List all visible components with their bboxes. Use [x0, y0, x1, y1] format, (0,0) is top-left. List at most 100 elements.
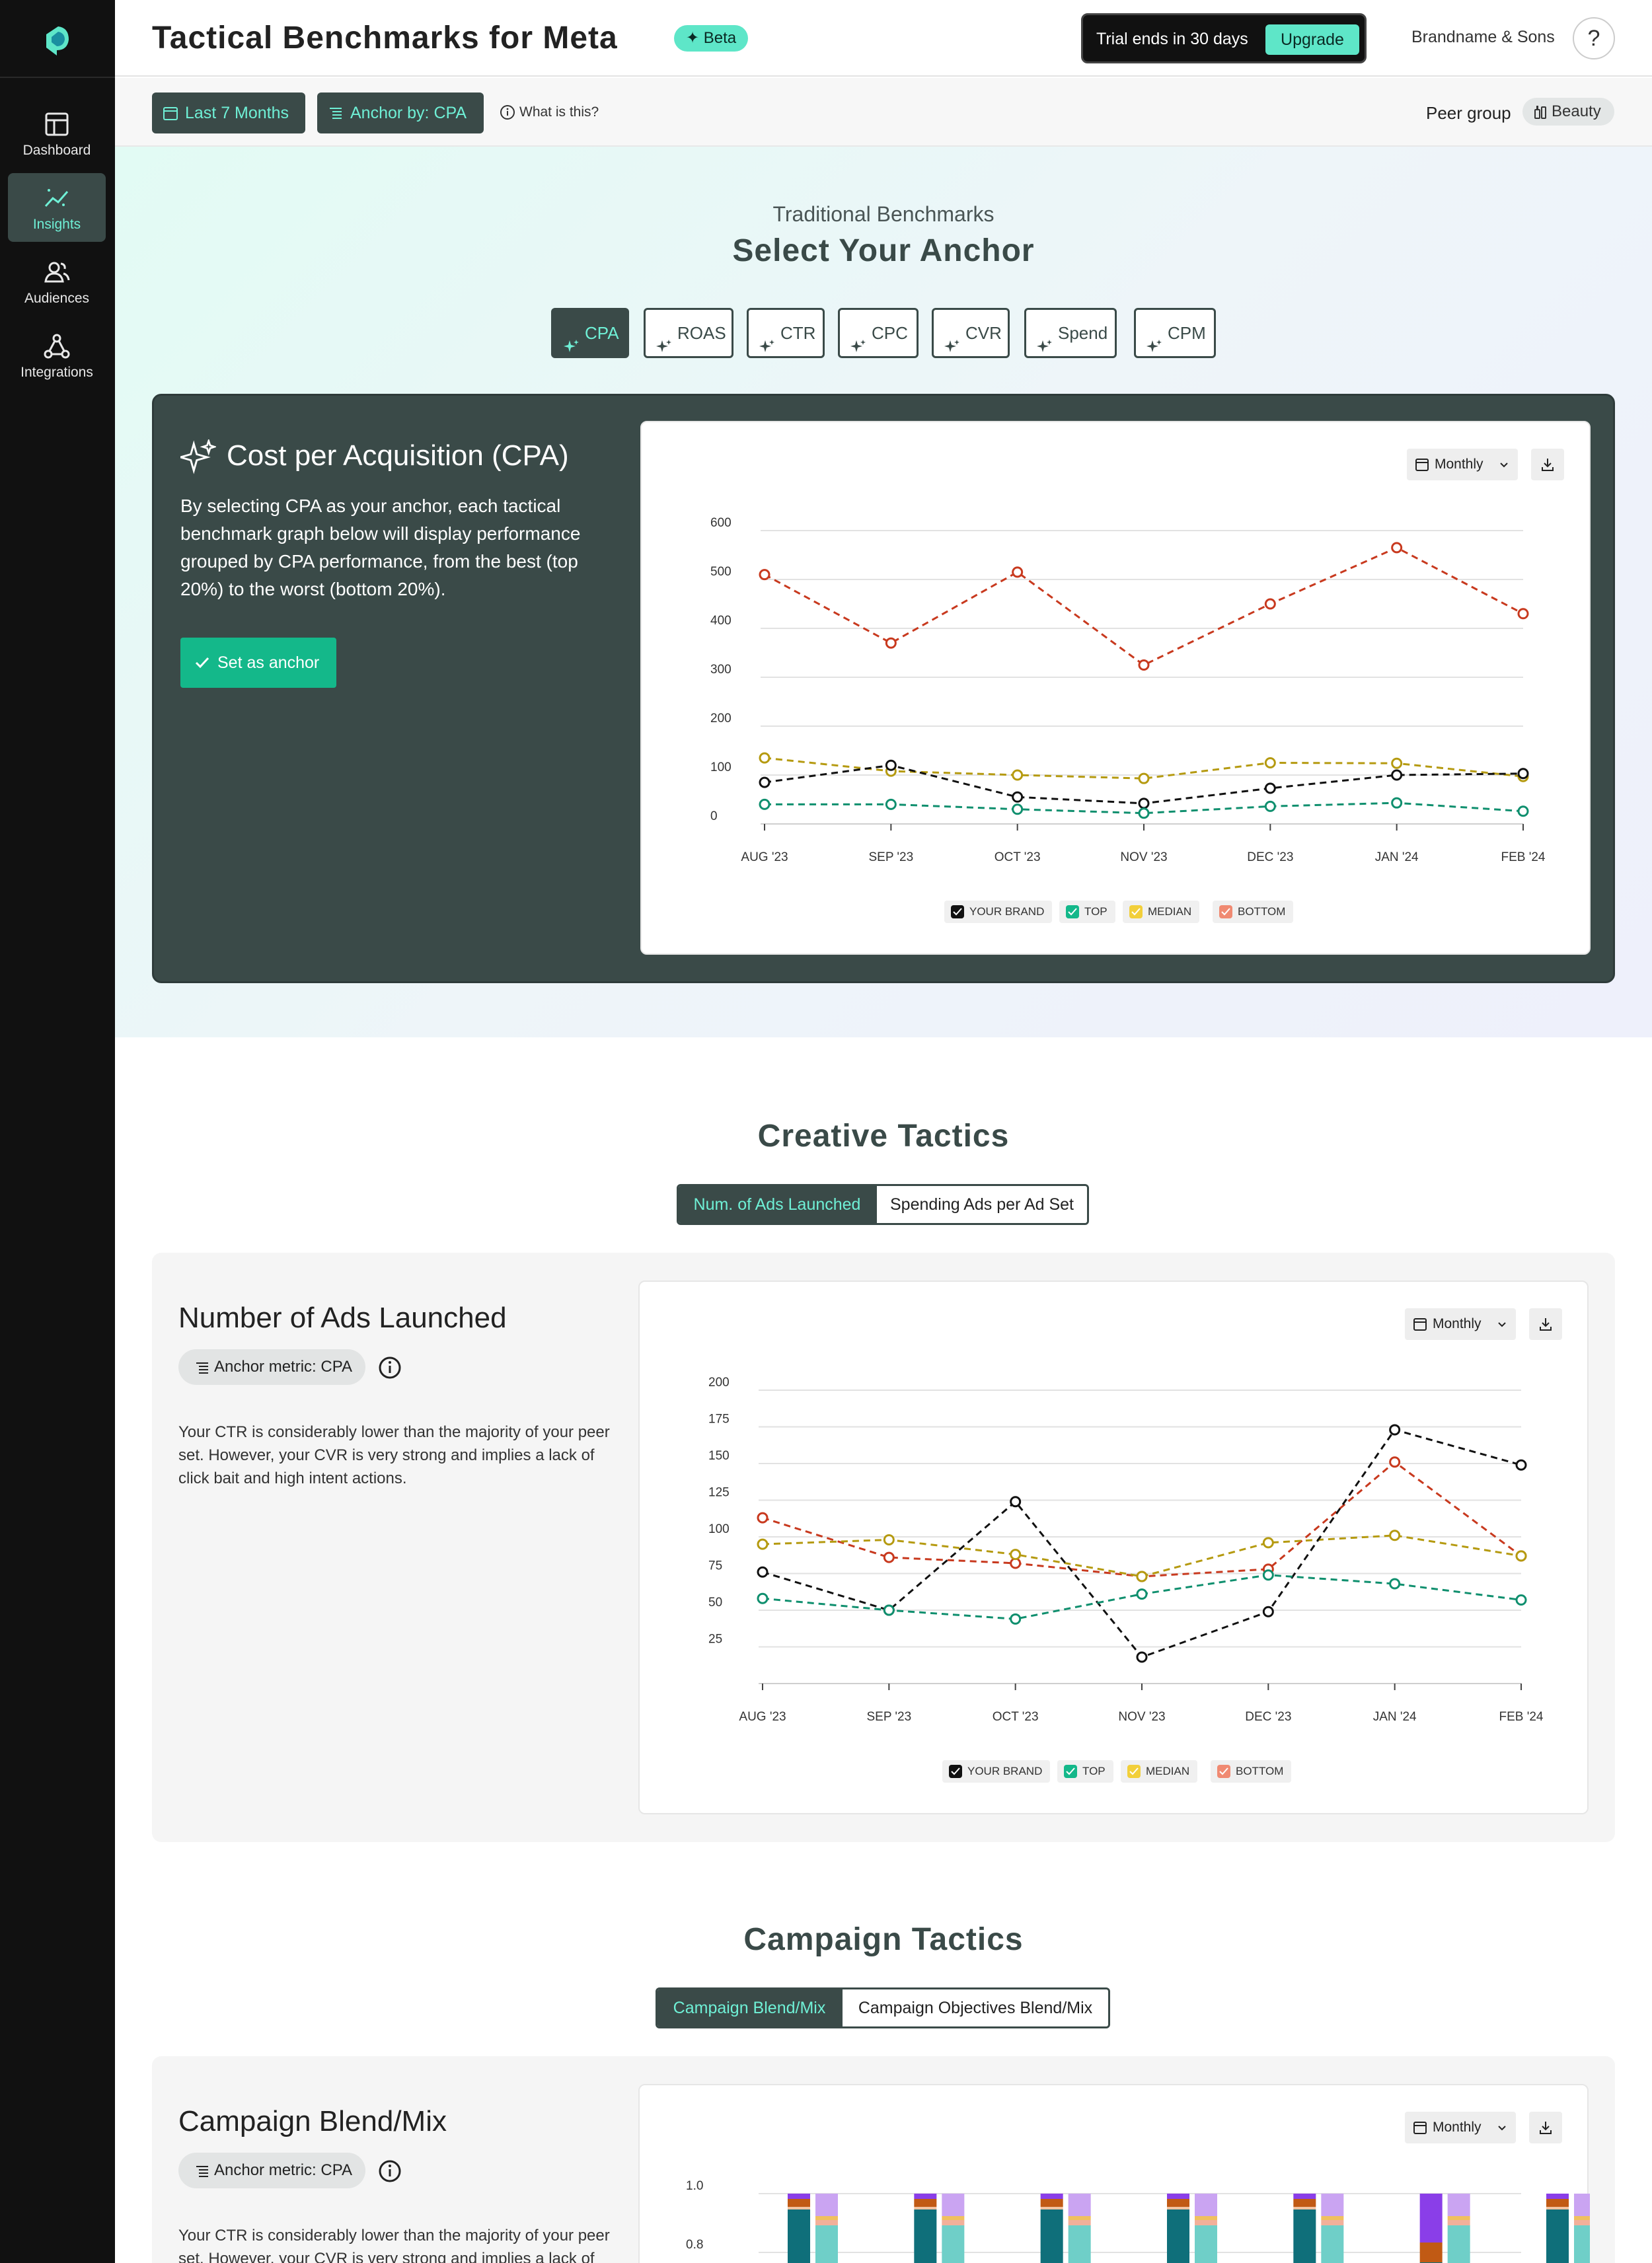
legend-your-brand[interactable]: YOUR BRAND: [944, 901, 1053, 923]
app-logo-icon[interactable]: [38, 21, 75, 58]
trial-banner: Trial ends in 30 days Upgrade: [1081, 13, 1367, 63]
data-point: [1389, 1424, 1401, 1436]
bar-segment: [914, 2207, 937, 2209]
date-range-button[interactable]: Last 7 Months: [152, 93, 305, 133]
legend-median[interactable]: MEDIAN: [1123, 901, 1200, 923]
download-icon: [1540, 2122, 1552, 2134]
set-as-anchor-button[interactable]: Set as anchor: [180, 638, 336, 688]
legend-median[interactable]: MEDIAN: [1121, 1760, 1198, 1783]
info-icon: [500, 105, 515, 120]
legend-bottom[interactable]: BOTTOM: [1213, 901, 1294, 923]
what-is-this-link[interactable]: What is this?: [500, 104, 599, 120]
bar-segment: [942, 2225, 965, 2263]
audiences-icon: [44, 262, 70, 283]
series-line-median: [764, 757, 1524, 780]
bar-segment: [1447, 2225, 1470, 2263]
x-tick-label: AUG '23: [741, 850, 788, 864]
help-button[interactable]: ?: [1573, 17, 1615, 59]
bar-segment: [788, 2194, 810, 2199]
legend-bottom[interactable]: BOTTOM: [1211, 1760, 1292, 1783]
integrations-icon: [44, 334, 70, 359]
bar-segment: [1040, 2209, 1063, 2263]
toggle-campaign-objectives-blend-mix[interactable]: Campaign Objectives Blend/Mix: [841, 1989, 1108, 2026]
chevron-down-icon: [1498, 2126, 1506, 2131]
data-point: [1391, 769, 1403, 781]
sidebar-item-insights[interactable]: Insights: [8, 173, 106, 242]
campaign-blend-description: Your CTR is considerably lower than the …: [178, 2227, 610, 2263]
anchor-metric-chip: Anchor metric: CPA: [178, 2153, 365, 2188]
info-icon[interactable]: [378, 1356, 402, 1380]
tab-cvr[interactable]: CVR: [932, 308, 1010, 358]
data-point: [1010, 1613, 1022, 1625]
download-button[interactable]: [1529, 1308, 1562, 1340]
campaign-tactics-title: Campaign Tactics: [743, 1922, 1024, 1957]
bar-segment: [788, 2199, 810, 2207]
legend-top[interactable]: TOP: [1059, 901, 1115, 923]
bar-segment: [815, 2194, 838, 2216]
sidebar-item-audiences[interactable]: Audiences: [8, 247, 106, 316]
anchor-card-title: Cost per Acquisition (CPA): [180, 439, 569, 474]
y-tick-label: 200: [710, 712, 732, 725]
calendar-icon: [1413, 1318, 1427, 1331]
bar-segment: [1574, 2216, 1590, 2220]
data-point: [1012, 803, 1024, 815]
upgrade-button[interactable]: Upgrade: [1265, 24, 1359, 55]
sidebar-item-dashboard[interactable]: Dashboard: [8, 99, 106, 168]
x-tick-label: SEP '23: [866, 1710, 911, 1724]
bar-segment: [1040, 2207, 1063, 2209]
bar-segment: [1546, 2207, 1569, 2209]
sidebar-item-label: Dashboard: [22, 143, 91, 158]
bar-segment: [1574, 2194, 1590, 2216]
data-point: [1517, 768, 1529, 780]
brand-name[interactable]: Brandname & Sons: [1411, 28, 1555, 46]
period-select[interactable]: Monthly: [1405, 2112, 1516, 2143]
x-tick-label: NOV '23: [1120, 850, 1167, 864]
tab-cpm[interactable]: CPM: [1134, 308, 1216, 358]
bar-segment: [815, 2225, 838, 2263]
info-icon[interactable]: [378, 2159, 402, 2183]
tab-cpa[interactable]: CPA: [551, 308, 629, 358]
tab-label: CPC: [872, 323, 908, 343]
insights-icon: [44, 189, 69, 207]
y-tick-label: 50: [708, 1596, 722, 1610]
data-point: [1136, 1571, 1148, 1582]
download-button[interactable]: [1529, 2112, 1562, 2143]
data-point: [1262, 1563, 1274, 1575]
tab-roas[interactable]: ROAS: [644, 308, 733, 358]
bar-segment: [914, 2209, 937, 2263]
tab-spend[interactable]: Spend: [1024, 308, 1117, 358]
toggle-num-ads-launched[interactable]: Num. of Ads Launched: [679, 1186, 876, 1223]
data-point: [1515, 1459, 1527, 1471]
legend-your-brand[interactable]: YOUR BRAND: [942, 1760, 1051, 1783]
tab-label: ROAS: [677, 323, 726, 343]
sparkle-icon: [850, 326, 866, 372]
data-point: [759, 752, 770, 764]
series-line-bottom: [762, 1460, 1522, 1578]
tab-label: CPA: [585, 323, 619, 343]
sparkle-icon: ✦: [686, 29, 700, 47]
anchor-by-button[interactable]: Anchor by: CPA: [317, 93, 484, 133]
y-tick-label: 100: [710, 761, 732, 774]
bar-segment: [788, 2209, 810, 2263]
data-point: [1515, 1550, 1527, 1562]
list-icon: [196, 2166, 208, 2177]
legend-label: TOP: [1084, 905, 1108, 918]
period-select[interactable]: Monthly: [1405, 1308, 1516, 1340]
peer-group-chip[interactable]: Beauty: [1522, 98, 1614, 126]
data-point: [1136, 1588, 1148, 1600]
legend-top[interactable]: TOP: [1057, 1760, 1113, 1783]
data-point: [883, 1604, 895, 1616]
period-select[interactable]: Monthly: [1407, 449, 1518, 480]
tab-cpc[interactable]: CPC: [838, 308, 919, 358]
legend-label: BOTTOM: [1236, 1765, 1284, 1777]
toggle-campaign-blend-mix[interactable]: Campaign Blend/Mix: [657, 1989, 841, 2026]
tab-ctr[interactable]: CTR: [747, 308, 825, 358]
sidebar-item-integrations[interactable]: Integrations: [8, 321, 106, 390]
bar-segment: [1321, 2216, 1344, 2220]
bar-segment: [1546, 2199, 1569, 2207]
num-ads-description: Your CTR is considerably lower than the …: [178, 1423, 610, 1487]
toggle-spending-ads-per-ad-set[interactable]: Spending Ads per Ad Set: [876, 1186, 1087, 1223]
download-button[interactable]: [1531, 449, 1564, 480]
anchor-metric-label: Anchor metric: CPA: [214, 1358, 352, 1376]
legend-label: BOTTOM: [1238, 905, 1286, 918]
